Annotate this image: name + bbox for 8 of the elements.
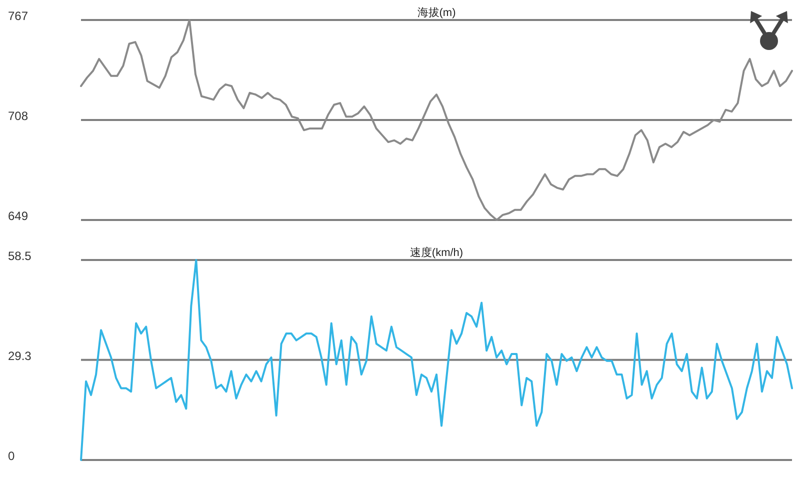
chart-title: 海拔(m) [417,7,456,19]
y-tick-label: 708 [8,109,28,123]
y-tick-label: 58.5 [8,249,32,263]
y-tick-label: 649 [8,209,28,223]
y-tick-label: 767 [8,9,28,23]
chart-title: 速度(km/h) [410,246,464,259]
y-tick-label: 29.3 [8,348,32,363]
y-tick-label: 0 [8,449,15,463]
